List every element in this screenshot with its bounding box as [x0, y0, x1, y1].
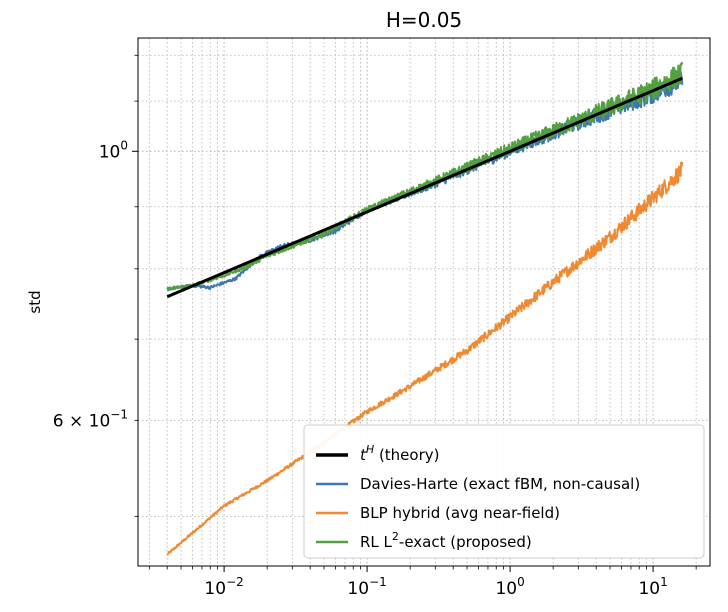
- x-tick-label: 101: [638, 575, 667, 599]
- legend: tH (theory) Davies-Harte (exact fBM, non-…: [303, 424, 705, 559]
- legend-entry: Davies-Harte (exact fBM, non-causal): [360, 475, 640, 493]
- y-tick-label: 100: [99, 138, 128, 162]
- plot-frame: [137, 37, 711, 567]
- x-tick-label: 10−1: [347, 575, 386, 599]
- legend-entry: BLP hybrid (avg near-field): [360, 504, 560, 522]
- series-line: [166, 76, 683, 299]
- series-group: [166, 61, 684, 556]
- y-tick-label: 6 × 10−1: [53, 407, 128, 431]
- legend-entry: tH (theory): [360, 443, 439, 464]
- legend-entry: RL L2-exact (proposed): [360, 530, 532, 551]
- x-tick-label: 10−2: [204, 575, 243, 599]
- x-tick-label: 100: [495, 575, 524, 599]
- series-line: [166, 161, 684, 556]
- y-axis-label: std: [26, 290, 44, 313]
- chart-title: H=0.05: [386, 8, 462, 32]
- series-line: [166, 61, 684, 292]
- legend-box: [303, 424, 705, 559]
- axis-ticks: 10−2 10−1 100 101 100 6 × 10−1: [53, 54, 697, 599]
